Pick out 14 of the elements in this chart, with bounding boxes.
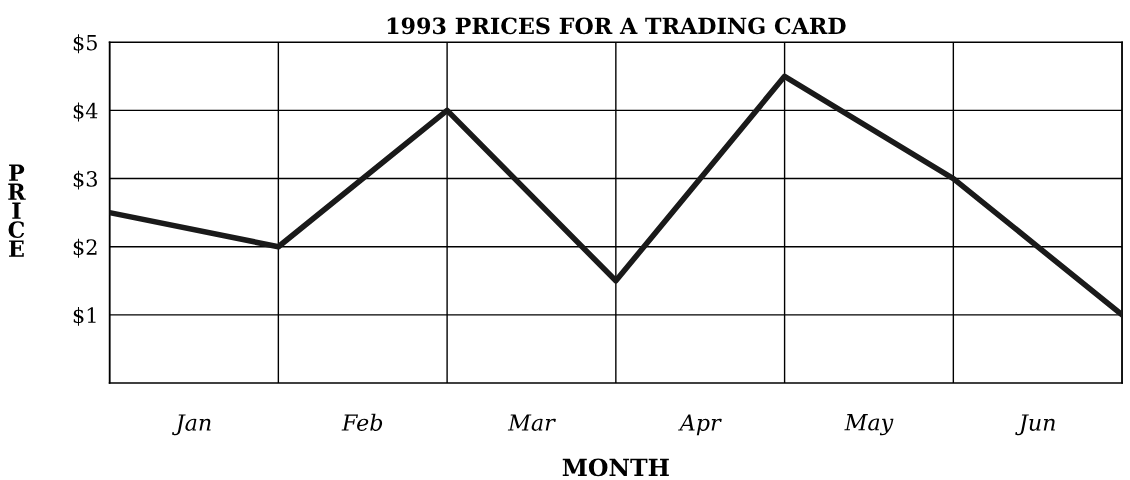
- y-tick-label: $3: [73, 170, 97, 190]
- text: Apr: [678, 414, 722, 436]
- y-tick-label: $5: [73, 34, 97, 54]
- x-axis-title: MONTH: [562, 458, 669, 477]
- y-tick-label: $4: [73, 102, 98, 122]
- y-tick-label: $2: [73, 238, 97, 258]
- text: Mar: [507, 414, 556, 431]
- text: Feb: [341, 413, 383, 431]
- text: May: [844, 414, 894, 436]
- chart-title: 1993 PRICES FOR A TRADING CARD: [387, 17, 846, 35]
- text: Jan: [172, 414, 211, 436]
- y-tick-label: $1: [73, 306, 96, 326]
- y-axis-title: PRICE: [8, 164, 26, 257]
- text: Jun: [1015, 414, 1055, 436]
